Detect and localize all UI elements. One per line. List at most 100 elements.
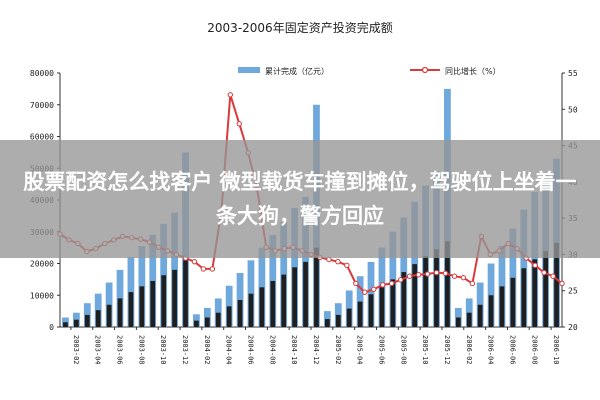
growth-point	[371, 286, 377, 292]
growth-point	[236, 121, 242, 127]
growth-point	[353, 280, 359, 287]
left-tick-label: 80000	[30, 69, 54, 78]
bar-dark	[183, 260, 188, 327]
x-tick-label: 2006-10	[552, 335, 560, 365]
bar-dark	[128, 292, 134, 327]
right-tick-label: 55	[568, 69, 578, 78]
x-tick-label: 2003-10	[159, 335, 167, 365]
bar-dark	[281, 274, 287, 327]
x-tick-label: 2006-08	[530, 335, 538, 365]
x-tick-label: 2006-06	[508, 335, 516, 365]
bar-dark	[84, 314, 90, 327]
legend-line-marker	[421, 66, 429, 74]
bar-dark	[150, 280, 156, 327]
x-tick-label: 2005-10	[421, 335, 429, 365]
growth-point	[200, 266, 207, 272]
growth-point	[550, 273, 556, 279]
growth-point	[227, 92, 234, 98]
bar-dark	[248, 293, 254, 327]
x-tick-label: 2003-02	[72, 335, 80, 365]
bar-dark	[532, 259, 538, 327]
growth-point	[397, 277, 404, 283]
bar-dark	[466, 312, 472, 327]
growth-point	[424, 271, 431, 277]
x-tick-label: 2005-04	[356, 335, 364, 365]
bar-dark	[161, 275, 167, 327]
growth-point	[541, 269, 547, 276]
x-tick-label: 2003-06	[116, 335, 124, 365]
x-tick-label: 2004-12	[312, 335, 320, 365]
right-tick-label: 25	[568, 287, 578, 296]
bar-dark	[259, 287, 265, 327]
x-tick-label: 2005-06	[377, 335, 385, 365]
growth-point	[191, 258, 198, 265]
bar-dark	[510, 277, 516, 327]
growth-point	[335, 258, 341, 265]
bar-dark	[226, 306, 232, 327]
bar-dark	[204, 317, 210, 327]
growth-point	[433, 269, 440, 276]
x-tick-label: 2005-02	[334, 335, 342, 365]
x-tick-label: 2003-12	[181, 335, 189, 365]
left-tick-label: 70000	[30, 101, 54, 110]
bar-dark	[63, 322, 68, 327]
x-tick-label: 2005-08	[399, 335, 407, 365]
bar-dark	[346, 308, 352, 327]
bar-dark	[357, 301, 363, 327]
bar-dark	[521, 268, 527, 327]
x-tick-label: 2004-02	[203, 335, 211, 365]
bar-dark	[379, 287, 385, 327]
x-tick-label: 2004-06	[247, 335, 255, 365]
growth-point	[451, 273, 458, 279]
bar-dark	[499, 286, 505, 327]
bar-dark	[434, 249, 439, 327]
bar-dark	[488, 295, 494, 327]
x-tick-label: 2003-08	[137, 335, 145, 365]
bar-dark	[303, 261, 308, 327]
right-tick-label: 50	[568, 105, 578, 114]
left-tick-label: 0	[49, 323, 54, 332]
bar-dark	[543, 250, 548, 327]
growth-point	[415, 272, 422, 278]
bar-dark	[554, 242, 559, 327]
bar-dark	[423, 256, 428, 327]
right-tick-label: 20	[568, 323, 578, 332]
bar-dark	[270, 280, 276, 327]
bar-dark	[401, 272, 407, 327]
left-tick-label: 10000	[30, 291, 54, 300]
bar-dark	[477, 304, 483, 327]
bar-dark	[335, 314, 341, 327]
x-tick-label: 2006-02	[465, 335, 473, 365]
bar-dark	[215, 312, 221, 327]
legend-line-label: 同比增长（%）	[445, 66, 501, 76]
growth-point	[460, 274, 467, 281]
bar-dark	[95, 310, 101, 327]
bar-dark	[172, 269, 177, 327]
legend-bar-label: 累计完成（亿元）	[265, 66, 329, 76]
overlay-headline: 股票配资怎么找客户 微型载货车撞到摊位，驾驶位上坐着一条大狗，警方回应	[23, 170, 577, 228]
bar-dark	[237, 300, 243, 327]
left-tick-label: 60000	[30, 133, 54, 142]
x-tick-label: 2004-08	[268, 335, 276, 365]
bar-dark	[390, 279, 396, 327]
x-tick-label: 2005-12	[443, 335, 451, 365]
bar-dark	[455, 317, 461, 327]
bar-dark	[314, 247, 319, 327]
growth-point	[209, 266, 216, 272]
overlay-banner: 股票配资怎么找客户 微型载货车撞到摊位，驾驶位上坐着一条大狗，警方回应	[0, 140, 600, 258]
bar-dark	[106, 304, 112, 327]
bar-dark	[368, 294, 374, 327]
x-tick-label: 2004-04	[225, 335, 233, 365]
growth-point	[344, 262, 350, 269]
growth-point	[442, 270, 449, 276]
bar-dark	[74, 319, 79, 327]
x-tick-label: 2006-04	[487, 335, 495, 365]
growth-point	[362, 289, 368, 295]
bar-dark	[445, 241, 450, 327]
bar-dark	[325, 319, 330, 327]
chart-title: 2003-2006年固定资产投资完成额	[207, 20, 392, 35]
x-tick-label: 2003-04	[94, 335, 102, 365]
x-tick-label: 2004-10	[290, 335, 298, 365]
growth-point	[380, 282, 386, 288]
left-tick-label: 20000	[30, 260, 54, 269]
